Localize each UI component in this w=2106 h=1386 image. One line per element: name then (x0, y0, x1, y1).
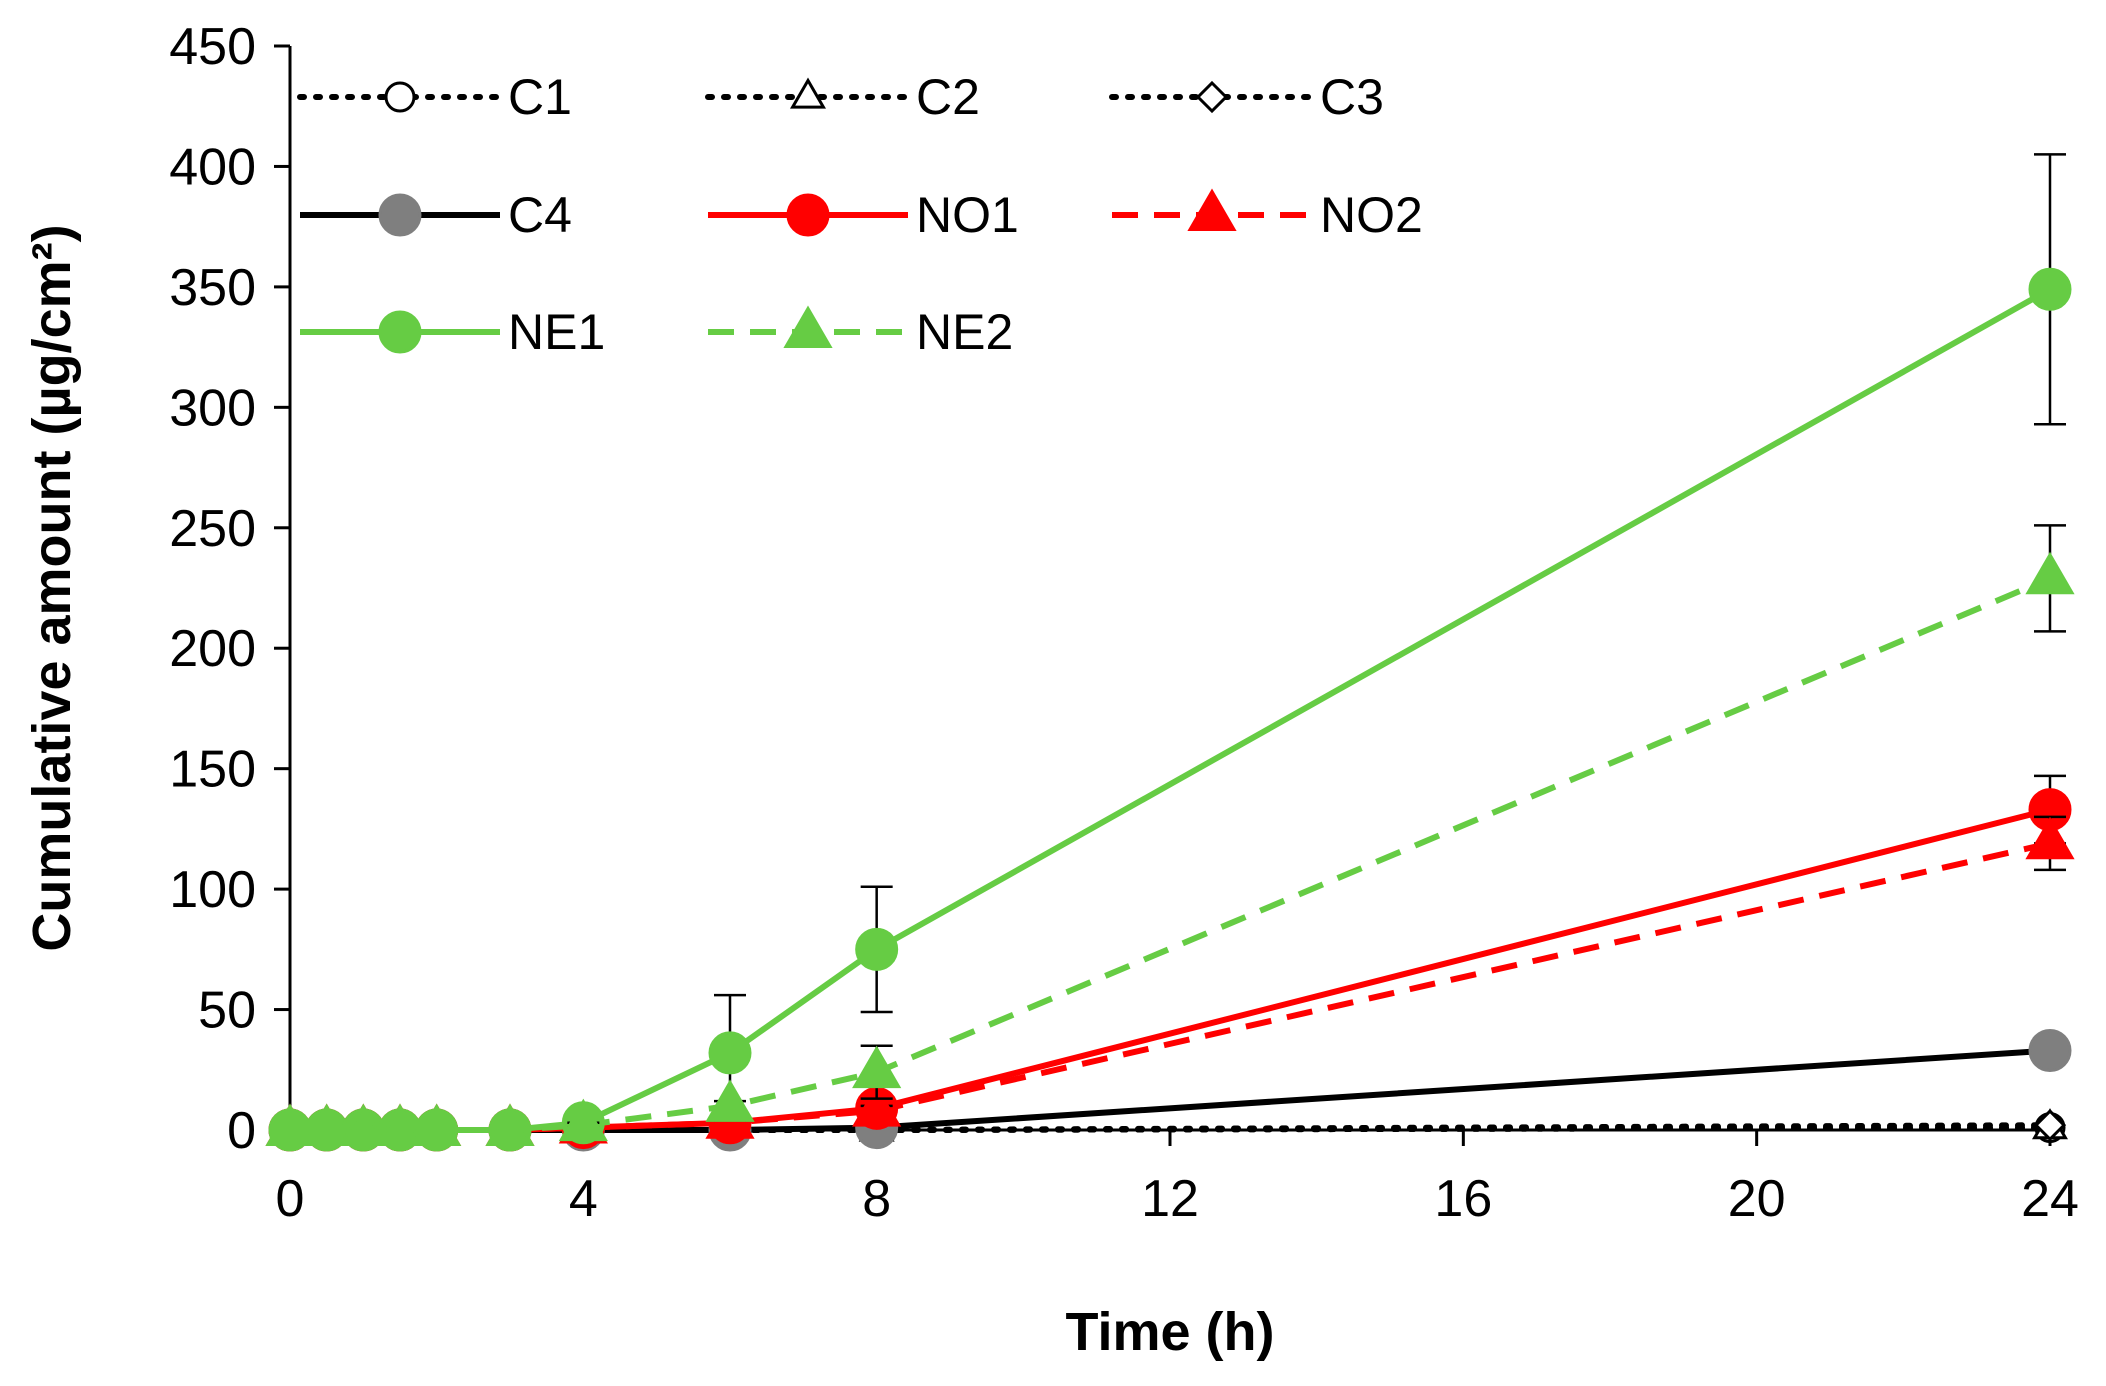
legend-item-no1: NO1 (708, 187, 1019, 243)
data-point-ne2 (265, 1103, 315, 1146)
legend-label-ne2: NE2 (916, 304, 1013, 360)
y-tick-label: 100 (169, 861, 256, 919)
legend-label-no1: NO1 (916, 187, 1019, 243)
series-ne2 (265, 524, 2075, 1146)
legend-item-ne2: NE2 (708, 304, 1013, 360)
legend-label-c4: C4 (508, 187, 572, 243)
legend-item-c2: C2 (705, 69, 980, 125)
series-line-no2 (290, 840, 2051, 1133)
y-tick-label: 400 (169, 138, 256, 196)
series-no1 (268, 774, 2072, 1152)
data-series (265, 153, 2075, 1152)
data-point-ne2 (485, 1103, 535, 1146)
y-tick-label: 250 (169, 500, 256, 558)
legend-marker-c4 (378, 193, 422, 237)
legend-marker-ne1 (378, 310, 422, 354)
legend-marker-no1 (786, 193, 830, 237)
data-point-ne2 (2025, 551, 2075, 595)
series-line-c4 (290, 1047, 2051, 1133)
legend-marker-c1 (384, 81, 416, 113)
legend-item-ne1: NE1 (300, 304, 605, 360)
x-tick-label: 12 (1141, 1170, 1199, 1228)
series-line-ne2 (290, 575, 2052, 1133)
data-point-ne2 (412, 1103, 462, 1146)
legend-label-c1: C1 (508, 69, 572, 125)
legend-item-c3: C3 (1109, 69, 1384, 125)
legend: C1 C2 C3 C4 NO1 NO2 NE1 NE2 (297, 69, 1423, 360)
data-point-c3 (2033, 1109, 2067, 1142)
data-point-ne2 (302, 1103, 352, 1146)
data-point-c4 (2028, 1029, 2072, 1073)
y-tick-label: 200 (169, 620, 256, 678)
x-tick-label: 24 (2021, 1170, 2079, 1228)
y-axis-title: Cumulative amount (µg/cm²) (22, 224, 82, 951)
legend-label-ne1: NE1 (508, 304, 605, 360)
y-tick-label: 0 (227, 1102, 256, 1160)
data-point-no2 (852, 1084, 902, 1127)
data-point-ne2 (705, 1079, 755, 1122)
x-tick-label: 4 (569, 1170, 598, 1228)
legend-marker-c3 (1195, 80, 1229, 114)
y-tick-label: 300 (169, 379, 256, 437)
legend-label-no2: NO2 (1320, 187, 1423, 243)
data-point-ne2 (375, 1103, 425, 1146)
series-line-no1 (290, 806, 2051, 1133)
axis-ticks: 0 50 100 150 200 250 300 350 400 450 0 4 8 12 16 20 24 (169, 18, 2079, 1228)
y-tick-label: 150 (169, 741, 256, 799)
legend-marker-no2 (1187, 188, 1237, 231)
y-tick-label: 50 (198, 982, 256, 1040)
x-axis-title: Time (h) (1065, 1302, 1274, 1362)
legend-item-no2: NO2 (1112, 187, 1423, 243)
data-point-no2 (2025, 816, 2075, 860)
x-tick-label: 0 (276, 1170, 305, 1228)
data-point-ne2 (852, 1045, 902, 1089)
y-tick-label: 350 (169, 259, 256, 317)
legend-label-c3: C3 (1320, 69, 1384, 125)
data-point-ne2 (558, 1098, 608, 1142)
legend-item-c4: C4 (300, 187, 572, 243)
legend-marker-ne2 (783, 305, 833, 348)
x-tick-label: 16 (1434, 1170, 1492, 1228)
series-no2 (265, 815, 2075, 1146)
legend-item-c1: C1 (297, 69, 572, 125)
data-point-ne1 (855, 927, 899, 971)
data-point-ne1 (2028, 267, 2072, 311)
data-point-ne1 (708, 1031, 752, 1075)
legend-label-c2: C2 (916, 69, 980, 125)
y-tick-label: 450 (169, 18, 256, 76)
data-point-ne2 (338, 1103, 388, 1146)
x-tick-label: 20 (1728, 1170, 1786, 1228)
x-tick-label: 8 (862, 1170, 891, 1228)
series-line-ne1 (290, 286, 2052, 1133)
legend-marker-c2 (789, 77, 827, 109)
